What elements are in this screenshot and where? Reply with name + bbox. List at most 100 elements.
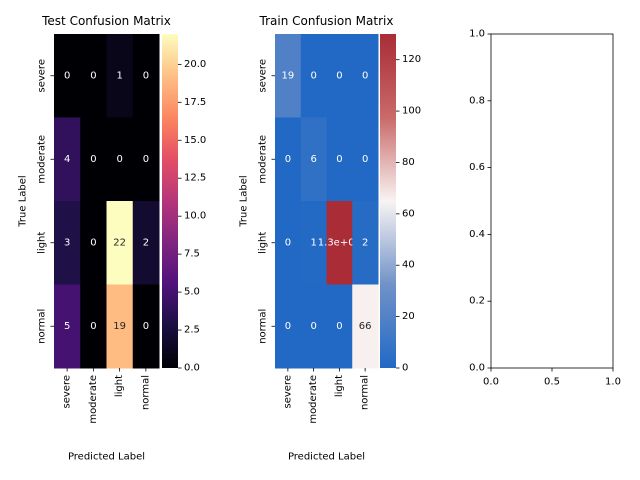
heatmap-cell bbox=[352, 34, 379, 118]
y-tick-label: 0.8 bbox=[469, 95, 485, 106]
cell-value-label: 0 bbox=[336, 154, 342, 165]
cell-value-label: 0 bbox=[64, 70, 70, 81]
cell-value-label: 0 bbox=[90, 70, 96, 81]
heatmap-cell bbox=[54, 201, 81, 285]
heatmap-cell bbox=[326, 34, 353, 118]
x-tick-label: 0.0 bbox=[483, 377, 499, 388]
heatmap-cell bbox=[275, 117, 302, 202]
cell-value-label: 2 bbox=[143, 237, 149, 248]
cell-value-label: 0 bbox=[143, 321, 149, 332]
cell-value-label: 19 bbox=[282, 70, 295, 81]
heatmap-cell bbox=[132, 284, 160, 369]
colorbar-tick-label: 5.0 bbox=[184, 287, 200, 298]
heatmap-cell bbox=[352, 284, 379, 369]
colorbar-tick-label: 15.0 bbox=[184, 135, 206, 146]
heatmap-cell bbox=[132, 117, 160, 202]
heatmap-cell bbox=[300, 117, 327, 202]
cell-value-label: 19 bbox=[113, 321, 126, 332]
colorbar-tick-label: 60 bbox=[402, 208, 415, 219]
colorbar-tick-label: 0.0 bbox=[184, 363, 200, 374]
cell-value-label: 0 bbox=[143, 154, 149, 165]
colorbar-tick-label: 2.5 bbox=[184, 325, 200, 336]
colorbar-tick-label: 20 bbox=[402, 311, 415, 322]
colorbar-tick-label: 40 bbox=[402, 260, 415, 271]
cell-value-label: 1 bbox=[116, 70, 122, 81]
x-tick-label: light bbox=[114, 375, 125, 397]
colorbar bbox=[162, 34, 178, 368]
y-tick-label: severe bbox=[37, 59, 48, 92]
heatmap-cell bbox=[352, 201, 379, 285]
x-axis-label: Predicted Label bbox=[68, 452, 145, 463]
colorbar-tick-label: 12.5 bbox=[184, 173, 206, 184]
cell-value-label: 2 bbox=[362, 237, 368, 248]
heatmap-cell bbox=[106, 117, 134, 202]
heatmap-cell bbox=[106, 284, 134, 369]
cell-value-label: 0 bbox=[90, 321, 96, 332]
cell-value-label: 0 bbox=[362, 154, 368, 165]
x-tick-label: moderate bbox=[88, 375, 99, 424]
y-tick-label: severe bbox=[258, 59, 269, 92]
chart-title: Test Confusion Matrix bbox=[41, 14, 171, 28]
heatmap-cell bbox=[275, 201, 302, 285]
chart-title: Train Confusion Matrix bbox=[259, 14, 394, 28]
heatmap-cell bbox=[54, 117, 81, 202]
cell-value-label: 0 bbox=[90, 154, 96, 165]
y-tick-label: 1.0 bbox=[469, 29, 485, 40]
colorbar-tick-label: 10.0 bbox=[184, 211, 206, 222]
heatmap-cell bbox=[80, 117, 107, 202]
y-tick-label: normal bbox=[258, 309, 269, 344]
cell-value-label: 3 bbox=[64, 237, 70, 248]
cell-value-label: 1 bbox=[310, 237, 316, 248]
y-tick-label: 0.2 bbox=[469, 296, 485, 307]
cell-value-label: 0 bbox=[143, 70, 149, 81]
colorbar-tick-label: 17.5 bbox=[184, 97, 206, 108]
y-tick-label: 0.4 bbox=[469, 229, 485, 240]
x-tick-label: normal bbox=[140, 375, 151, 410]
heatmap-cell bbox=[80, 284, 107, 369]
x-tick-label: 1.0 bbox=[605, 377, 621, 388]
heatmap-cell bbox=[106, 201, 134, 285]
colorbar-tick-label: 0 bbox=[402, 363, 408, 374]
x-tick-label: light bbox=[334, 375, 345, 397]
cell-value-label: 22 bbox=[113, 237, 126, 248]
x-tick-label: moderate bbox=[308, 375, 319, 424]
heatmap-cell bbox=[132, 34, 160, 118]
x-axis-label: Predicted Label bbox=[288, 452, 365, 463]
heatmap-cell bbox=[80, 34, 107, 118]
heatmap-cell bbox=[326, 284, 353, 369]
heatmap-cell bbox=[300, 201, 327, 285]
y-axis-label: True Label bbox=[239, 175, 250, 227]
heatmap-cell bbox=[54, 284, 81, 369]
colorbar-tick-label: 120 bbox=[402, 54, 421, 65]
cell-value-label: 0 bbox=[336, 321, 342, 332]
cell-value-label: 0 bbox=[285, 154, 291, 165]
heatmap-cell bbox=[106, 34, 134, 118]
heatmap-cell bbox=[132, 201, 160, 285]
y-tick-label: 0.6 bbox=[469, 162, 485, 173]
heatmap-cell bbox=[275, 284, 302, 369]
cell-value-label: 0 bbox=[310, 70, 316, 81]
heatmap-cell bbox=[326, 201, 353, 285]
y-tick-label: 0.0 bbox=[469, 363, 485, 374]
heatmap-cell bbox=[352, 117, 379, 202]
colorbar-tick-label: 20.0 bbox=[184, 59, 206, 70]
cell-value-label: 4 bbox=[64, 154, 70, 165]
heatmap-cell bbox=[54, 34, 81, 118]
y-tick-label: light bbox=[258, 232, 269, 254]
cell-value-label: 5 bbox=[64, 321, 70, 332]
colorbar-tick-label: 80 bbox=[402, 157, 415, 168]
cell-value-label: 0 bbox=[90, 237, 96, 248]
x-tick-label: 0.5 bbox=[544, 377, 560, 388]
cell-value-label: 0 bbox=[310, 321, 316, 332]
heatmap-cell bbox=[80, 201, 107, 285]
y-tick-label: normal bbox=[37, 309, 48, 344]
heatmap-cell bbox=[300, 284, 327, 369]
y-tick-label: moderate bbox=[37, 135, 48, 184]
colorbar-tick-label: 7.5 bbox=[184, 249, 200, 260]
cell-value-label: 0 bbox=[285, 321, 291, 332]
x-tick-label: severe bbox=[62, 375, 73, 408]
x-tick-label: normal bbox=[360, 375, 371, 410]
